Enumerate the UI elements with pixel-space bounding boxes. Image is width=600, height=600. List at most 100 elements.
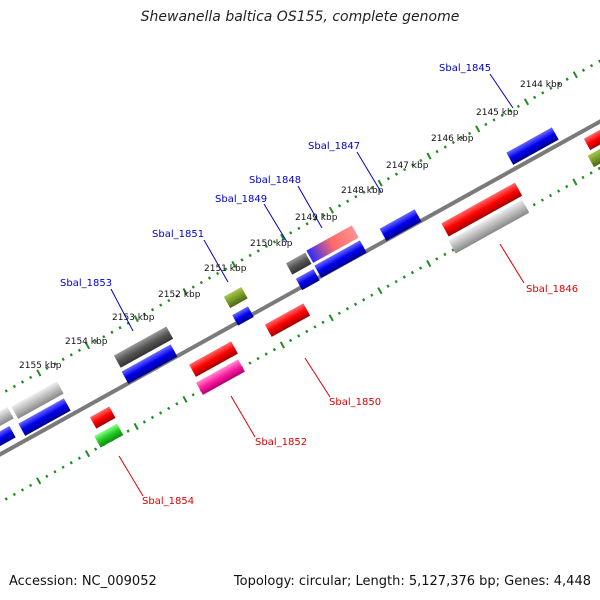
ruler-dot (240, 258, 244, 262)
ruler-dot (557, 82, 561, 86)
ruler-dot (589, 64, 594, 68)
gene-label-sbal-1846[interactable]: Sbal_1846 (526, 284, 578, 295)
ruler-dot (337, 311, 341, 315)
ruler-dot (589, 171, 593, 175)
ruler-dot (216, 271, 220, 276)
gene-label-sbal-1851[interactable]: Sbal_1851 (152, 229, 204, 240)
ruler-dot (370, 293, 374, 297)
ruler-dot (313, 217, 317, 221)
feature-sbal-1846b[interactable] (448, 199, 530, 254)
ruler-dot (191, 393, 195, 397)
ruler-dot (102, 335, 106, 339)
ruler-dot (419, 158, 423, 163)
feature-sbal-1848b[interactable] (314, 240, 367, 278)
ruler-major-tick (377, 287, 383, 295)
feature-sbal-1853[interactable] (113, 326, 174, 368)
gene-label-sbal-1848[interactable]: Sbal_1848 (249, 175, 301, 186)
feature-sbal-1853b[interactable] (121, 344, 178, 384)
ruler-dot (159, 303, 163, 307)
kbp-label: 2146 kbp (431, 134, 474, 144)
ruler-major-tick (426, 259, 432, 268)
gene-label-sbal-1849[interactable]: Sbal_1849 (215, 194, 267, 205)
ruler-dot (468, 131, 472, 136)
ruler-dot (346, 199, 350, 203)
feature-sbal-1854b[interactable] (94, 423, 124, 448)
gene-label-sbal-1850[interactable]: Sbal_1850 (329, 397, 381, 408)
feature-right-olive[interactable] (587, 147, 600, 168)
ruler-dot (175, 294, 179, 298)
ruler-dot (118, 326, 122, 330)
genome-backbone (0, 119, 600, 457)
gene-features (0, 127, 600, 448)
ruler-dot (435, 149, 439, 154)
ruler-major-tick (280, 233, 286, 241)
feature-sbal-1851[interactable] (223, 287, 248, 309)
ruler-dot (321, 320, 325, 325)
ruler-dot (386, 284, 390, 288)
ruler-dot (272, 240, 277, 244)
ruler-dot (362, 190, 366, 194)
ruler-dot (248, 253, 252, 258)
ruler-dot (410, 270, 414, 275)
feature-sbal-1851b[interactable] (232, 306, 254, 326)
feature-sbal-1855b[interactable] (18, 398, 71, 436)
ruler-dot (492, 118, 496, 122)
ruler-dot (565, 77, 569, 81)
ruler-labels: 2144 kbp 2145 kbp 2146 kbp 2147 kbp 2148… (19, 80, 563, 371)
ruler-major-tick (84, 450, 91, 458)
ruler-dot (272, 347, 276, 352)
ruler-dot (581, 68, 586, 72)
ruler-dot (549, 86, 553, 90)
ruler-dot (264, 244, 268, 249)
feature-sbal-1849[interactable] (285, 252, 312, 275)
feature-sbal-1855a[interactable] (11, 381, 64, 419)
ruler-dot (142, 420, 146, 424)
ruler-dot (94, 447, 98, 451)
ruler-major-tick (36, 369, 42, 377)
feature-left-blue[interactable] (0, 426, 16, 448)
ruler-dot (402, 167, 407, 172)
ruler-dot (565, 184, 569, 189)
feature-sbal-1845[interactable] (506, 127, 559, 165)
ruler-dot (370, 185, 374, 190)
ruler-dot (305, 329, 309, 334)
ruler-dot (150, 415, 155, 420)
gene-label-sbal-1847[interactable]: Sbal_1847 (308, 141, 360, 152)
kbp-label: 2148 kbp (341, 186, 384, 196)
gene-label-sbal-1845[interactable]: Sbal_1845 (439, 63, 491, 74)
kbp-label: 2153 kbp (112, 313, 155, 323)
kbp-label: 2151 kbp (204, 264, 247, 274)
ruler-dot (362, 298, 366, 302)
gene-label-sbal-1854[interactable]: Sbal_1854 (142, 496, 194, 507)
feature-sbal-1852[interactable] (189, 341, 238, 377)
gene-labels: Sbal_1845 Sbal_1847 Sbal_1848 Sbal_1849 … (60, 63, 578, 507)
feature-left-gray[interactable] (0, 407, 14, 429)
ruler-dot (516, 104, 520, 109)
ruler-major-tick (523, 98, 530, 106)
ruler-major-tick (572, 178, 578, 186)
ruler-dot (167, 406, 171, 411)
genome-title: Shewanella baltica OS155, complete genom… (140, 9, 460, 25)
ruler-dot (224, 267, 228, 271)
feature-right-red[interactable] (583, 129, 600, 151)
ruler-dot (4, 389, 8, 393)
ruler-dot (29, 375, 33, 380)
feature-sbal-1849b[interactable] (295, 269, 320, 291)
feature-sbal-1850[interactable] (264, 303, 311, 337)
feature-sbal-1847[interactable] (379, 209, 422, 241)
ruler-dot (61, 465, 65, 469)
ruler-major-tick (84, 342, 91, 350)
feature-sbal-1848[interactable] (306, 225, 359, 263)
gene-label-sbal-1853[interactable]: Sbal_1853 (60, 278, 112, 289)
ruler-dot (20, 488, 25, 492)
feature-sbal-1846[interactable] (441, 182, 523, 237)
ruler-dot (77, 456, 81, 460)
feature-sbal-1854[interactable] (89, 406, 116, 429)
ruler-dot (394, 279, 398, 284)
ruler-dot (353, 302, 358, 306)
gene-label-sbal-1852[interactable]: Sbal_1852 (255, 437, 307, 448)
kbp-label: 2145 kbp (476, 108, 519, 118)
feature-sbal-1852b[interactable] (196, 359, 245, 395)
ruler-dot (4, 497, 8, 501)
